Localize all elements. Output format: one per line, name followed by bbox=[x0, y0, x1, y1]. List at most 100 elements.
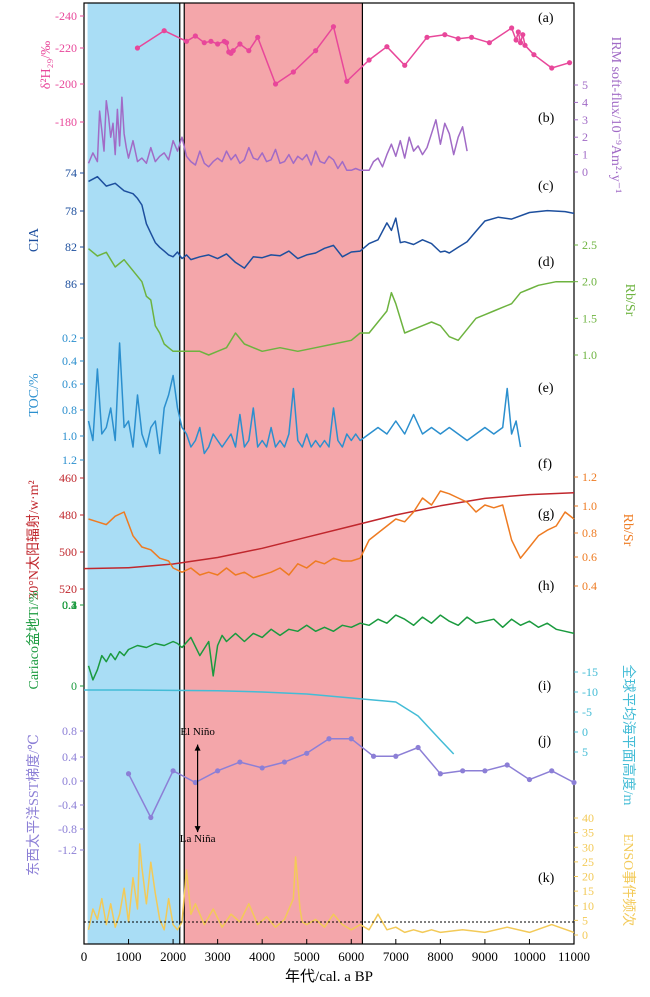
y-tick-label: 0.3 bbox=[62, 598, 77, 612]
y-tick-label: -180 bbox=[55, 115, 77, 129]
y-axis-label: TOC/% bbox=[27, 373, 42, 417]
shading-band-blue bbox=[87, 3, 180, 944]
data-point bbox=[237, 41, 243, 47]
data-point bbox=[442, 32, 448, 38]
y-tick-label: 2.0 bbox=[582, 275, 597, 289]
data-point bbox=[290, 69, 296, 75]
data-point bbox=[134, 45, 141, 51]
y-axis-label: ENSO事件频次 bbox=[620, 834, 636, 927]
data-point bbox=[272, 81, 279, 87]
y-tick-label: 520 bbox=[59, 582, 77, 596]
data-point bbox=[304, 750, 310, 756]
y-tick-label: 0.8 bbox=[582, 526, 597, 540]
series-line bbox=[87, 96, 468, 172]
x-axis-label: 年代/cal. a BP bbox=[285, 968, 373, 985]
y-axis-label: Cariaco盆地Ti/% bbox=[26, 590, 42, 689]
data-point bbox=[509, 25, 515, 31]
series-line bbox=[87, 614, 575, 681]
y-axis-label: CIA bbox=[27, 227, 42, 252]
series-line bbox=[87, 843, 575, 934]
y-tick-label: 78 bbox=[65, 204, 77, 218]
y-tick-label: 5 bbox=[582, 745, 588, 759]
data-point bbox=[424, 34, 430, 40]
y-tick-label: 74 bbox=[65, 166, 77, 180]
y-tick-label: 20 bbox=[582, 870, 594, 884]
y-tick-label: -15 bbox=[582, 665, 598, 679]
data-point bbox=[517, 40, 524, 46]
y-axis-label: 东西太平洋SST梯度/℃ bbox=[26, 734, 42, 876]
panel-letter: (e) bbox=[538, 381, 554, 396]
data-point bbox=[215, 41, 221, 47]
data-point bbox=[344, 78, 350, 84]
x-tick-label: 2000 bbox=[160, 949, 186, 964]
data-point bbox=[571, 779, 577, 786]
x-tick-label: 11000 bbox=[558, 949, 590, 964]
shading-band-red bbox=[184, 3, 363, 944]
data-point bbox=[192, 33, 198, 39]
x-tick-label: 0 bbox=[81, 949, 88, 964]
data-point bbox=[486, 40, 492, 46]
data-point bbox=[348, 736, 354, 742]
y-tick-label: 1 bbox=[582, 148, 588, 162]
plot-frame bbox=[83, 2, 575, 945]
x-tick-label: 1000 bbox=[116, 949, 142, 964]
panel-g: 0.4 0.6 0.8 1.0 1.2 Rb/Sr (g) bbox=[88, 470, 635, 593]
data-point bbox=[330, 24, 337, 30]
data-point bbox=[549, 65, 555, 71]
panel-d: 1.0 1.5 2.0 2.5 Rb/Sr (d) bbox=[88, 238, 637, 362]
data-point bbox=[148, 814, 154, 821]
panel-letter: (a) bbox=[538, 11, 554, 26]
data-point bbox=[326, 736, 332, 742]
data-point bbox=[515, 29, 521, 35]
y-tick-label: 0 bbox=[582, 165, 588, 179]
y-tick-label: 480 bbox=[59, 508, 77, 522]
panel-letter: (c) bbox=[538, 179, 554, 194]
y-tick-label: 5 bbox=[582, 913, 588, 927]
panel-i: 5 0 -5 -10 -15 全球平均海平面高度/m (i) bbox=[84, 665, 637, 805]
data-point bbox=[468, 34, 475, 40]
data-point bbox=[161, 28, 167, 34]
y-tick-label: 0.6 bbox=[582, 550, 597, 564]
panel-f: 460 480 500 520 30°N太阳辐射/w·m² (f) bbox=[26, 457, 575, 600]
data-point bbox=[281, 759, 288, 765]
y-tick-label: -200 bbox=[55, 77, 77, 91]
data-point bbox=[215, 768, 221, 774]
y-tick-label: 1.2 bbox=[582, 470, 597, 484]
data-point bbox=[504, 762, 510, 768]
data-point bbox=[520, 32, 526, 38]
data-point bbox=[393, 753, 399, 759]
data-point bbox=[366, 57, 372, 63]
y-tick-label: -240 bbox=[55, 9, 77, 23]
panel-letter: (b) bbox=[538, 111, 555, 126]
x-tick-label: 7000 bbox=[383, 949, 409, 964]
data-point bbox=[531, 52, 537, 58]
data-point bbox=[125, 771, 132, 777]
y-tick-label: 25 bbox=[582, 855, 594, 869]
data-point bbox=[230, 48, 236, 54]
data-point bbox=[170, 768, 176, 774]
x-tick-label: 5000 bbox=[294, 949, 320, 964]
series-line bbox=[87, 342, 522, 455]
data-point bbox=[208, 38, 214, 44]
series-line bbox=[88, 490, 575, 579]
y-tick-label: 5 bbox=[582, 78, 588, 92]
y-tick-label: 0.2 bbox=[62, 598, 77, 612]
series-line bbox=[88, 248, 574, 356]
y-tick-label: 2 bbox=[582, 130, 588, 144]
el-nino-label: El Niño bbox=[180, 726, 215, 738]
y-axis-label: Rb/Sr bbox=[622, 284, 637, 317]
panel-letter: (k) bbox=[538, 871, 555, 886]
data-point bbox=[246, 48, 252, 54]
y-tick-label: 0.4 bbox=[582, 579, 597, 593]
y-tick-label: 30 bbox=[582, 840, 594, 854]
data-point bbox=[402, 62, 408, 68]
x-tick-label: 10000 bbox=[513, 949, 546, 964]
y-tick-label: -1.2 bbox=[58, 843, 77, 857]
y-axis-label: IRM soft-flux/10⁻⁹Am²·y⁻¹ bbox=[608, 37, 623, 194]
data-point bbox=[482, 768, 488, 774]
la-nina-label: La Niña bbox=[180, 833, 216, 845]
data-point bbox=[223, 40, 230, 46]
y-tick-label: 0 bbox=[582, 928, 588, 942]
